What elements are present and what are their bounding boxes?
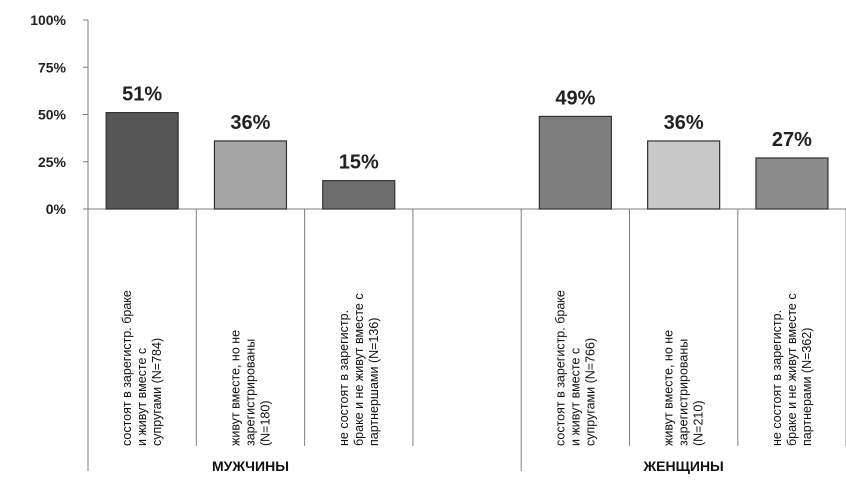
category-label: живут вместе, но незарегистрированы(N=18…	[228, 330, 272, 446]
y-tick-label: 25%	[38, 154, 67, 170]
data-label: 36%	[664, 112, 704, 134]
category-label: не состоят в зарегистр.браке и не живут …	[337, 293, 381, 446]
bar	[647, 140, 721, 210]
category-label: состоят в зарегистр. бракеи живут вместе…	[120, 290, 164, 446]
bar	[538, 115, 612, 210]
y-tick-label: 100%	[30, 12, 66, 28]
data-label: 49%	[555, 87, 595, 109]
data-label: 15%	[339, 152, 379, 174]
category-label: состоят в зарегистр. бракеи живут вместе…	[553, 290, 597, 446]
y-tick-label: 75%	[38, 59, 67, 75]
data-label: 51%	[122, 84, 162, 106]
category-label: живут вместе, но незарегистрированы(N=21…	[662, 330, 706, 446]
group-label: ЖЕНЩИНЫ	[643, 458, 724, 474]
bar	[213, 140, 288, 210]
data-label: 36%	[230, 112, 270, 134]
y-tick-label: 0%	[46, 201, 67, 217]
y-tick-label: 50%	[38, 107, 67, 123]
bar	[322, 180, 396, 210]
group-label: МУЖЧИНЫ	[212, 458, 289, 474]
category-label: не состоят в зарегистр.браке и не живут …	[770, 293, 814, 446]
bar	[105, 112, 179, 210]
bar	[755, 157, 829, 210]
data-label: 27%	[772, 129, 812, 151]
